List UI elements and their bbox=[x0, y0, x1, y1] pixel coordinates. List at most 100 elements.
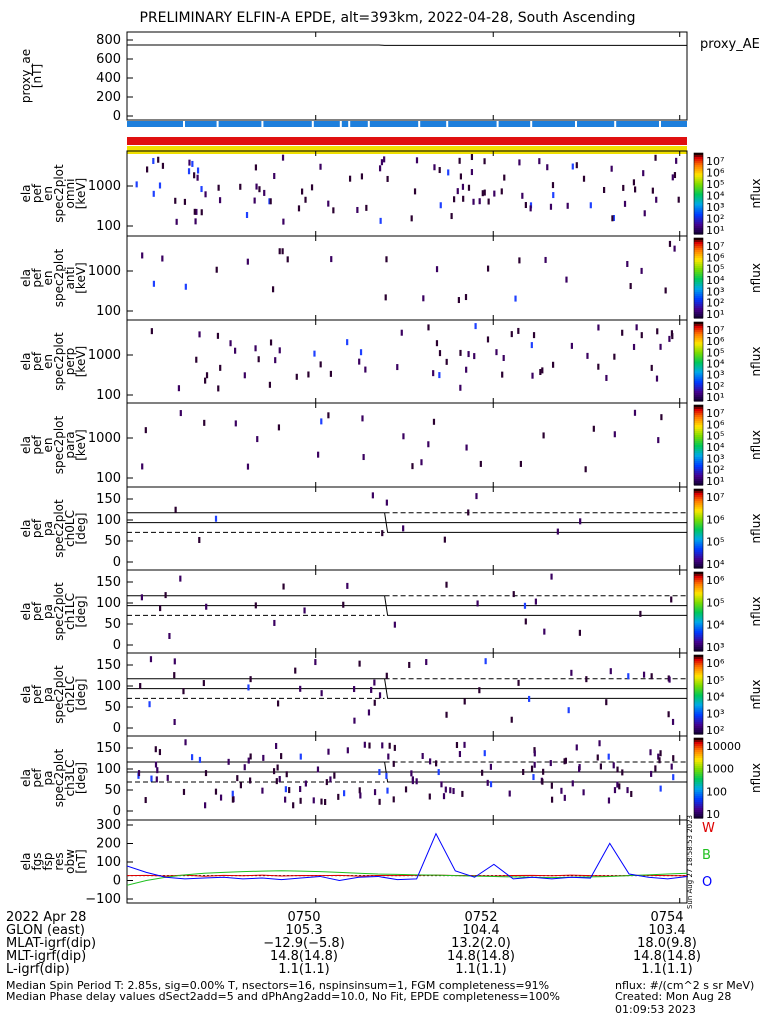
spectrogram-pixel bbox=[642, 170, 644, 176]
spectrogram-pixel bbox=[219, 197, 221, 203]
spectrogram-pixel bbox=[465, 294, 467, 300]
spectrogram-pixel bbox=[465, 367, 467, 373]
spectrogram-pixel bbox=[313, 351, 315, 357]
spectrogram-pixel bbox=[299, 786, 301, 792]
spectrogram-pixel bbox=[440, 781, 442, 787]
spectrogram-pixel bbox=[517, 328, 519, 334]
colorbar-tick-label: 10000 bbox=[706, 740, 741, 753]
spectrogram-pixel bbox=[668, 677, 670, 683]
spectrogram-pixel bbox=[475, 493, 477, 499]
spectrogram-pixel bbox=[311, 184, 313, 190]
spectrogram-pixel bbox=[541, 367, 543, 373]
spectrogram-pixel bbox=[501, 188, 503, 194]
spectrogram-pixel bbox=[585, 676, 587, 682]
y-tick-label: 50 bbox=[104, 783, 121, 798]
spectrogram-pixel bbox=[365, 205, 367, 211]
status-bar-gap bbox=[659, 121, 661, 127]
spectrogram-pixel bbox=[179, 576, 181, 582]
spectrogram-pixel bbox=[204, 191, 206, 197]
spectrogram-pixel bbox=[174, 658, 176, 664]
spectrogram-pixel bbox=[624, 201, 626, 207]
status-bar-gap bbox=[312, 121, 314, 127]
spectrogram-pixel bbox=[586, 353, 588, 359]
spectrogram-pixel bbox=[236, 775, 238, 781]
spectrogram-pixel bbox=[386, 500, 388, 506]
spectrogram-pixel bbox=[162, 163, 164, 169]
spectrogram-pixel bbox=[550, 574, 552, 580]
spectrogram-pixel bbox=[151, 328, 153, 334]
spectrogram-pixel bbox=[453, 196, 455, 202]
spectrogram-pixel bbox=[480, 461, 482, 467]
spectrogram-pixel bbox=[565, 277, 567, 283]
spectrogram-pixel bbox=[572, 164, 574, 170]
spectrogram-pixel bbox=[401, 330, 403, 336]
spectrogram-pixel bbox=[608, 797, 610, 803]
spectrogram-pixel bbox=[300, 754, 302, 760]
spectrogram-pixel bbox=[482, 190, 484, 196]
spectrogram-pixel bbox=[672, 174, 674, 180]
spectrogram-pixel bbox=[402, 525, 404, 531]
spectrogram-pixel bbox=[513, 591, 515, 597]
spectrogram-pixel bbox=[217, 333, 219, 339]
y-axis-label: [keV] bbox=[74, 262, 88, 293]
spectrogram-pixel bbox=[560, 788, 562, 794]
y-tick-label: 600 bbox=[96, 52, 121, 67]
spectrogram-pixel bbox=[203, 680, 205, 686]
spectrogram-pixel bbox=[551, 797, 553, 803]
spectrogram-pixel bbox=[660, 414, 662, 420]
panel-frame-en-omni bbox=[127, 151, 687, 236]
spectrogram-pixel bbox=[535, 599, 537, 605]
y-tick-label: 1000 bbox=[88, 264, 121, 279]
spectrogram-pixel bbox=[359, 787, 361, 793]
spectrogram-pixel bbox=[471, 154, 473, 160]
spectrogram-pixel bbox=[185, 284, 187, 290]
spectrogram-pixel bbox=[220, 795, 222, 801]
colorbar-tick-label: 10⁵ bbox=[706, 536, 724, 549]
spectrogram-pixel bbox=[597, 324, 599, 330]
spectrogram-pixel bbox=[353, 686, 355, 692]
spectrogram-pixel bbox=[218, 185, 220, 191]
spectrogram-pixel bbox=[543, 629, 545, 635]
spectrogram-pixel bbox=[552, 182, 554, 188]
y-tick-label: 0 bbox=[113, 555, 121, 570]
spectrogram-pixel bbox=[467, 509, 469, 515]
spectrogram-pixel bbox=[422, 295, 424, 301]
spectrogram-pixel bbox=[141, 252, 143, 258]
spectrogram-pixel bbox=[159, 749, 161, 755]
spectrogram-pixel bbox=[630, 283, 632, 289]
spectrogram-pixel bbox=[408, 662, 410, 668]
spectrogram-pixel bbox=[438, 372, 440, 378]
spectrogram-pixel bbox=[176, 219, 178, 225]
spectrogram-pixel bbox=[387, 754, 389, 760]
spectrogram-pixel bbox=[332, 207, 334, 213]
spectrogram-pixel bbox=[493, 191, 495, 197]
spectrogram-pixel bbox=[659, 344, 661, 350]
panel-frame-pa-ch1LC bbox=[127, 570, 687, 653]
spectrogram-pixel bbox=[456, 742, 458, 748]
spectrogram-pixel bbox=[159, 605, 161, 611]
spectrogram-pixel bbox=[195, 357, 197, 363]
spectrogram-pixel bbox=[314, 659, 316, 665]
panel-frame-pa-ch0LC bbox=[127, 487, 687, 570]
spectrogram-pixel bbox=[394, 745, 396, 751]
spectrogram-pixel bbox=[217, 385, 219, 391]
spectrogram-pixel bbox=[483, 158, 485, 164]
spectrogram-pixel bbox=[465, 445, 467, 451]
spectrogram-pixel bbox=[654, 155, 656, 161]
spectrogram-pixel bbox=[396, 364, 398, 370]
spectrogram-pixel bbox=[626, 261, 628, 267]
spectrogram-pixel bbox=[531, 766, 533, 772]
spectrogram-pixel bbox=[282, 584, 284, 590]
status-bar-gap bbox=[418, 121, 420, 127]
spectrogram-pixel bbox=[598, 740, 600, 746]
spectrogram-pixel bbox=[461, 791, 463, 797]
spectrogram-pixel bbox=[425, 659, 427, 665]
spectrogram-pixel bbox=[534, 750, 536, 756]
status-bar-1 bbox=[127, 137, 687, 145]
colorbar-tick-label: 10¹ bbox=[706, 391, 724, 404]
spectrogram-pixel bbox=[174, 719, 176, 725]
y-axis-label: [keV] bbox=[74, 429, 88, 460]
spectrogram-pixel bbox=[317, 452, 319, 458]
spectrogram-pixel bbox=[446, 359, 448, 365]
spectrogram-pixel bbox=[476, 600, 478, 606]
